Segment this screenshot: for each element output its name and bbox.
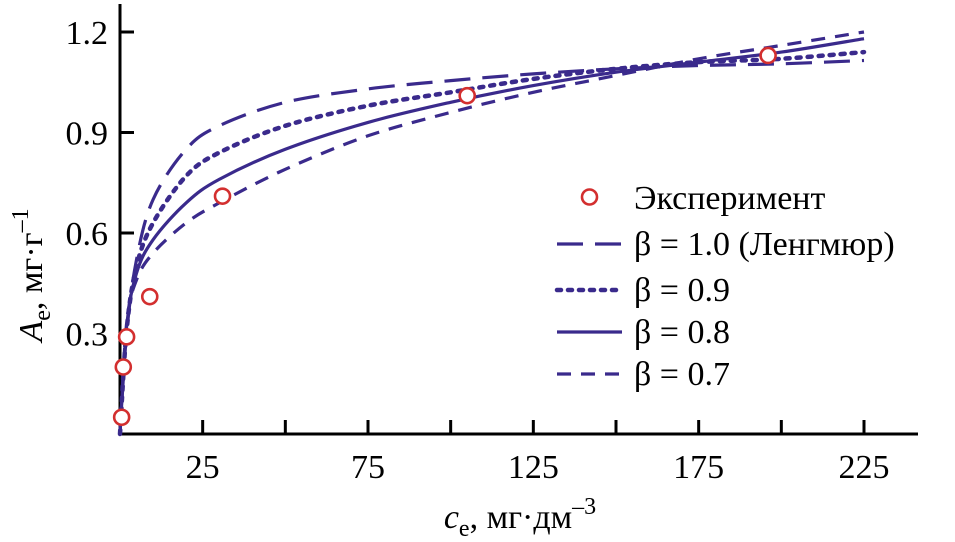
axes (118, 4, 918, 436)
experiment-point (114, 358, 133, 376)
x-tick-label-175: 175 (673, 449, 724, 486)
legend: Эксперимент β = 1.0 (Ленгмюр) β = 0.9 β = 0… (554, 180, 895, 393)
model-curves (117, 30, 867, 437)
legend-label-experiment: Эксперимент (634, 180, 825, 217)
y-axis-title: Ae, мг·г–1 (8, 208, 56, 343)
legend-label-2: β = 0.8 (634, 314, 730, 351)
experiment-point (759, 46, 777, 65)
x-tick-label-125: 125 (508, 449, 559, 486)
experiment-point (112, 408, 131, 427)
x-tick-label-25: 25 (186, 449, 220, 486)
y-tick-label-1.2: 1.2 (66, 15, 109, 52)
legend-label-3: β = 0.7 (634, 356, 730, 393)
x-tick-label-75: 75 (351, 449, 385, 486)
legend-label-1: β = 0.9 (634, 272, 730, 309)
y-tick-label-0.9: 0.9 (66, 116, 109, 153)
experiment-point (117, 328, 136, 346)
legend-label-0: β = 1.0 (Ленгмюр) (634, 226, 895, 263)
y-tick-label-0.6: 0.6 (66, 216, 109, 253)
y-ticks: 0.3 0.6 0.9 1.2 (66, 15, 134, 354)
series-line-2 (118, 37, 865, 435)
series-line-3 (118, 30, 865, 435)
experiment-point (458, 86, 477, 105)
x-axis-title: ce, мг·дм–3 (444, 494, 596, 542)
experiment-point (140, 287, 159, 306)
x-ticks: 25 75 125 175 225 (186, 420, 890, 486)
experiment-points (112, 46, 777, 427)
x-tick-label-225: 225 (839, 449, 890, 486)
experiment-point (213, 187, 232, 205)
y-tick-label-0.3: 0.3 (66, 317, 109, 354)
legend-marker-experiment (580, 188, 599, 206)
